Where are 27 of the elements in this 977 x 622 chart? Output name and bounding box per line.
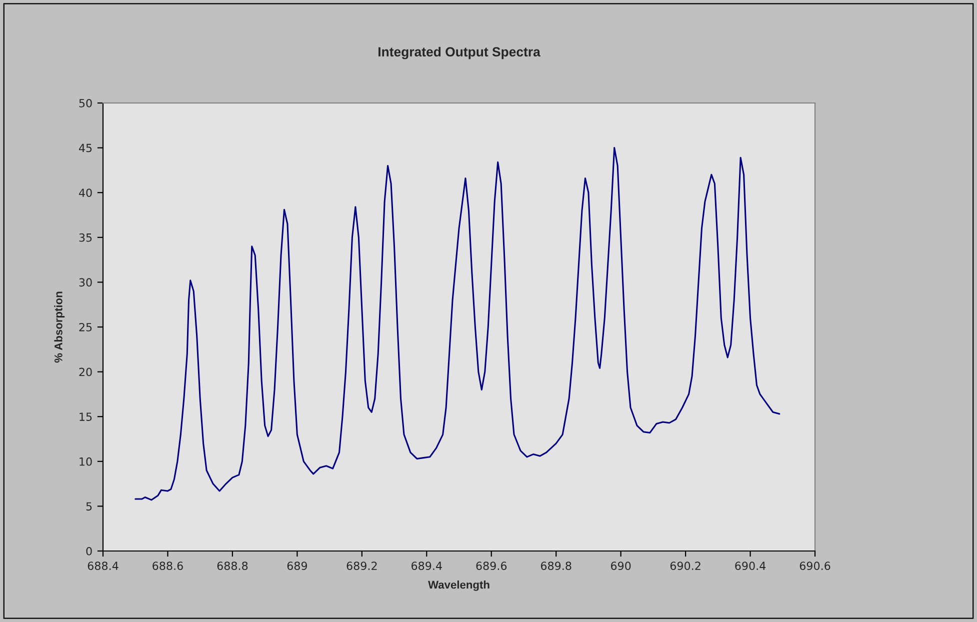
y-tick-label: 30 <box>79 278 92 287</box>
y-tick-label: 20 <box>79 368 92 376</box>
y-tick-label: 35 <box>79 233 92 242</box>
x-tick-label: 689.8 <box>540 562 572 570</box>
line-series <box>134 147 780 501</box>
y-tick-label: 0 <box>86 546 92 556</box>
x-tick-label: 690 <box>610 562 631 570</box>
x-tick-label: 688.4 <box>88 562 118 570</box>
chart-title: Integrated Output Spectra <box>378 46 540 60</box>
x-tick-label: 689 <box>287 562 308 570</box>
x-tick-label: 690.4 <box>735 562 766 570</box>
x-tick-label: 689.6 <box>476 562 507 570</box>
y-tick-label: 5 <box>86 502 92 511</box>
x-tick-label: 690.6 <box>800 562 830 570</box>
y-axis-title: % Absorption <box>54 292 65 363</box>
x-tick-label: 688.6 <box>152 562 183 570</box>
x-tick-label: 690.2 <box>670 562 700 570</box>
y-tick-label: 15 <box>80 412 92 421</box>
x-axis-title: Wavelength <box>428 580 490 591</box>
y-tick-label: 25 <box>79 322 92 332</box>
x-tick-label: 688.8 <box>217 562 248 570</box>
y-tick-label: 45 <box>78 144 92 152</box>
x-tick-label: 689.2 <box>346 562 377 570</box>
y-tick-label: 10 <box>80 457 92 466</box>
y-tick-label: 40 <box>78 188 92 197</box>
y-tick-label: 50 <box>79 98 92 108</box>
x-tick-label: 689.4 <box>412 562 442 570</box>
